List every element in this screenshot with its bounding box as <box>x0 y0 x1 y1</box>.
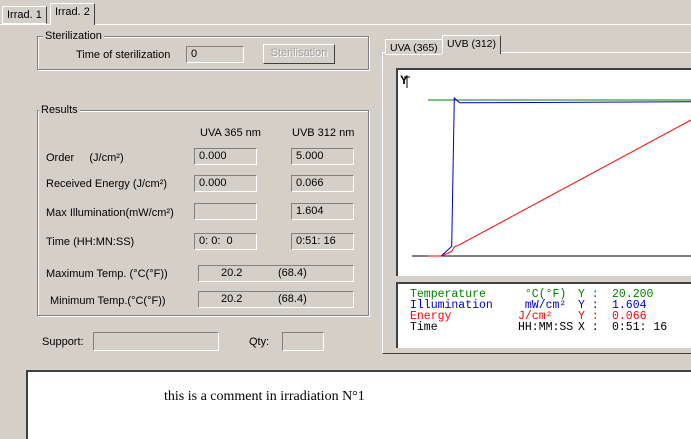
time-uva-value: 0: 0: 0 <box>199 235 233 247</box>
legend-value: 1.604 <box>612 299 647 312</box>
legend-value: 0:51: 16 <box>612 321 668 334</box>
received-energy-uvb-field: 0.066 <box>291 175 354 192</box>
order-uva-field: 0.000 <box>194 148 257 165</box>
min-temp-c-value: 20.2 <box>221 293 243 305</box>
time-uvb-value: 0:51: 16 <box>296 235 336 247</box>
sterilization-group <box>37 36 369 70</box>
min-temp-label: Minimum Temp.(°C(°F)) <box>50 295 166 307</box>
chart-panel <box>382 52 691 354</box>
qty-field[interactable] <box>282 332 324 351</box>
max-temp-c-value: 20.2 <box>221 267 243 279</box>
support-label: Support: <box>42 336 84 348</box>
tab-uva-365-label: UVA (365) <box>390 42 438 54</box>
legend-name: Illumination <box>410 299 493 312</box>
tab-irrad-2-label: Irrad. 2 <box>55 6 90 18</box>
received-energy-label: Received Energy (J/cm²) <box>46 178 168 190</box>
received-energy-uvb-value: 0.066 <box>296 177 324 189</box>
uvb-column-header: UVB 312 nm <box>292 127 355 139</box>
legend-unit: J/cm² <box>518 310 553 323</box>
tab-uva-365[interactable]: UVA (365) <box>385 39 443 55</box>
min-temp-field: 20.2 (68.4) <box>198 291 354 308</box>
tab-strip-line <box>0 24 691 25</box>
y-axis-label: Y <box>400 73 410 88</box>
sterilisation-button[interactable]: Sterilisation <box>263 44 335 64</box>
tab-uvb-312-label: UVB (312) <box>447 38 497 50</box>
tab-uvb-312[interactable]: UVB (312) <box>442 35 502 54</box>
sterilization-group-label: Sterilization <box>43 30 104 42</box>
max-illumination-uvb-field: 1.604 <box>291 203 354 220</box>
results-group <box>37 110 369 316</box>
comment-area[interactable]: this is a comment in irradiation N°1 <box>26 370 691 439</box>
order-label: Order (J/cm²) <box>46 152 124 164</box>
received-energy-uva-value: 0.000 <box>199 177 227 189</box>
min-temp-f-value: (68.4) <box>278 293 307 305</box>
time-of-sterilization-value: 0 <box>191 48 198 60</box>
max-illumination-uva-field <box>194 203 257 220</box>
time-of-sterilization-label: Time of sterilization <box>76 49 171 61</box>
legend-axis: Y : <box>578 299 599 312</box>
time-of-sterilization-field[interactable]: 0 <box>186 46 244 63</box>
legend-unit: mW/cm² <box>518 299 567 312</box>
max-illumination-label: Max Illumination(mW/cm²) <box>46 207 174 219</box>
uva-column-header: UVA 365 nm <box>200 127 261 139</box>
series-line-energy <box>428 119 691 257</box>
legend-unit: °C(°F) <box>518 288 567 301</box>
legend-name: Temperature <box>410 288 486 301</box>
sterilisation-button-label: Sterilisation <box>270 47 328 59</box>
max-temp-f-value: (68.4) <box>278 267 307 279</box>
legend-axis: Y : <box>578 310 599 323</box>
order-uvb-field: 5.000 <box>291 148 354 165</box>
tab-irrad-1-label: Irrad. 1 <box>7 9 42 21</box>
comment-text: this is a comment in irradiation N°1 <box>164 389 365 404</box>
chart-legend: Temperature °C(°F) Y :20.200 Illumination … <box>396 282 691 348</box>
chart-frame: Y <box>396 68 691 276</box>
legend-axis: X : <box>578 321 599 334</box>
legend-value: 20.200 <box>612 288 654 301</box>
y-axis-letter: Y <box>400 73 408 87</box>
max-temp-field: 20.2 (68.4) <box>198 265 354 282</box>
received-energy-uva-field: 0.000 <box>194 175 257 192</box>
legend-name: Time <box>410 321 438 334</box>
time-uva-field: 0: 0: 0 <box>194 233 257 250</box>
support-field[interactable] <box>93 332 219 351</box>
series-line-illumination <box>428 96 691 257</box>
legend-unit: HH:MM:SS <box>518 321 574 334</box>
qty-label: Qty: <box>249 336 270 348</box>
order-uvb-value: 5.000 <box>296 150 324 162</box>
time-uvb-field: 0:51: 16 <box>291 233 354 250</box>
chart-lines <box>428 96 691 257</box>
order-uva-value: 0.000 <box>199 150 227 162</box>
max-illumination-uvb-value: 1.604 <box>296 205 324 217</box>
legend-value: 0.066 <box>612 310 647 323</box>
legend-name: Energy <box>410 310 452 323</box>
results-group-label: Results <box>39 104 80 116</box>
chart-svg: Y <box>400 73 691 257</box>
tab-irrad-1[interactable]: Irrad. 1 <box>2 6 47 24</box>
tab-irrad-2[interactable]: Irrad. 2 <box>50 3 95 25</box>
time-label: Time (HH:MN:SS) <box>46 236 135 248</box>
max-temp-label: Maximum Temp. (°C(°F)) <box>46 268 168 280</box>
legend-axis: Y : <box>578 288 599 301</box>
